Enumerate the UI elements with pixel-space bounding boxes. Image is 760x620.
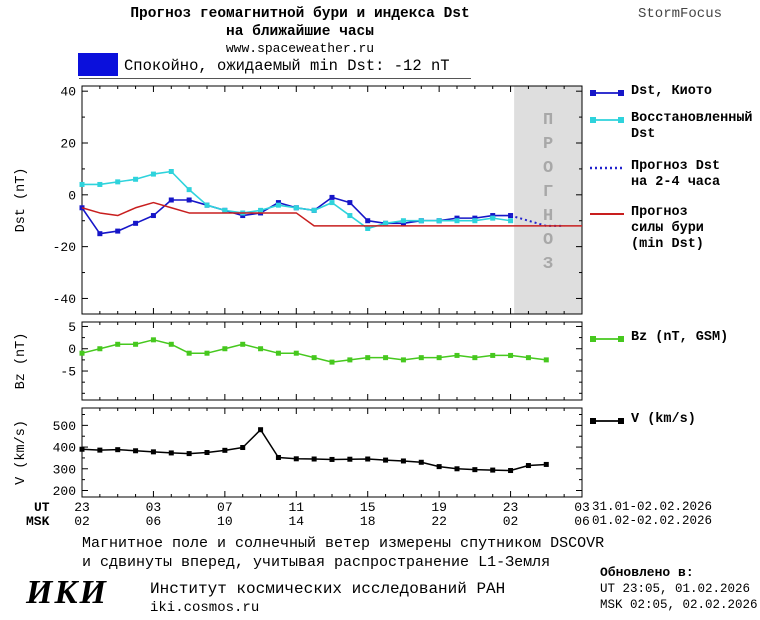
svg-text:0: 0: [68, 188, 76, 203]
bz-chart-panel: 5 0 -5 Bz (nT): [14, 320, 583, 401]
legend-item-v: V (km/s): [590, 412, 696, 428]
svg-text:20: 20: [60, 137, 76, 152]
legend-item-forecast-dst: Прогноз Dst на 2-4 часа: [590, 159, 720, 191]
institute-site-link[interactable]: iki.cosmos.ru: [150, 600, 260, 616]
svg-text:О: О: [543, 231, 553, 250]
data-source-note-line2: и сдвинуты вперед, учитывая распростране…: [82, 554, 551, 571]
x-tick-label: 07: [217, 500, 233, 515]
legend-label-restored-dst: Восстановленный Dst: [631, 111, 753, 143]
legend-storm-line2: силы бури: [631, 221, 704, 236]
x-tick-label: 06: [145, 514, 162, 529]
legend-label-v: V (km/s): [631, 412, 696, 427]
svg-text:-20: -20: [53, 240, 76, 255]
svg-text:V (km/s): V (km/s): [14, 420, 29, 485]
forecast-dst-dotted-line-sample-icon: [590, 166, 624, 170]
svg-text:5: 5: [68, 320, 76, 335]
x-tick-label: 03: [574, 500, 590, 515]
storm-status-color-box: [78, 53, 118, 76]
data-source-note-line1: Магнитное поле и солнечный ветер измерен…: [82, 535, 605, 552]
svg-text:500: 500: [53, 419, 76, 434]
legend-label-bz: Bz (nT, GSM): [631, 330, 729, 345]
msk-axis-label: MSK: [26, 514, 50, 529]
svg-text:0: 0: [68, 342, 76, 357]
x-tick-label: 02: [74, 514, 90, 529]
svg-text:300: 300: [53, 462, 76, 477]
legend-item-dst-kyoto: Dst, Киото: [590, 84, 712, 100]
legend-restored-line2: Dst: [631, 127, 656, 142]
svg-text:-40: -40: [53, 292, 76, 307]
legend-label-storm-forecast: Прогноз силы бури (min Dst): [631, 205, 704, 253]
updated-time-ut: UT 23:05, 01.02.2026: [600, 582, 751, 596]
x-tick-label: 02: [502, 514, 519, 529]
x-tick-label: 19: [431, 500, 447, 515]
v-chart-panel: 500 400 300 200 V (km/s): [14, 407, 583, 499]
page-title-line2: на ближайшие часы: [226, 24, 374, 40]
ut-tick-row: 23 03 07 11 15 19 23 03: [0, 500, 620, 515]
dst-kyoto-line-sample-icon: [590, 90, 624, 96]
status-divider: [79, 78, 471, 79]
legend-storm-line3: (min Dst): [631, 237, 704, 252]
legend-label-dst-kyoto: Dst, Киото: [631, 84, 713, 99]
svg-text:П: П: [543, 111, 553, 130]
storm-status-text: Спокойно, ожидаемый min Dst: -12 nT: [124, 57, 450, 75]
legend-restored-line1: Восстановленный: [631, 111, 753, 126]
legend-label-forecast-dst: Прогноз Dst на 2-4 часа: [631, 159, 720, 191]
ut-date-range: 31.01-02.02.2026: [592, 500, 713, 514]
x-tick-label: 15: [359, 500, 376, 515]
x-tick-label: 14: [288, 514, 305, 529]
x-tick-label: 23: [502, 500, 519, 515]
x-tick-label: 23: [74, 500, 90, 515]
svg-text:400: 400: [53, 441, 76, 456]
svg-text:200: 200: [53, 484, 76, 499]
svg-text:Г: Г: [543, 183, 553, 202]
updated-time-msk: MSK 02:05, 02.02.2026: [600, 598, 758, 612]
data-source-note: Магнитное поле и солнечный ветер измерен…: [82, 534, 604, 572]
institute-name: Институт космических исследований РАН: [150, 580, 506, 598]
x-tick-label: 10: [217, 514, 233, 529]
x-tick-label: 06: [574, 514, 590, 529]
legend-forecast-line2: на 2-4 часа: [631, 175, 721, 190]
x-tick-label: 11: [288, 500, 305, 515]
legend-forecast-line1: Прогноз Dst: [631, 159, 721, 174]
legend-item-storm-forecast: Прогноз силы бури (min Dst): [590, 205, 704, 253]
page-title-line1: Прогноз геомагнитной бури и индекса Dst: [130, 6, 470, 22]
brand-label: StormFocus: [637, 6, 722, 22]
svg-text:-5: -5: [60, 365, 76, 380]
iki-logo: ИКИ: [26, 574, 108, 611]
page-title: Прогноз геомагнитной бури и индекса Dst …: [0, 5, 600, 41]
msk-tick-row: 02 06 10 14 18 22 02 06: [0, 514, 620, 529]
svg-text:Р: Р: [543, 135, 553, 154]
legend-item-restored-dst: Восстановленный Dst: [590, 111, 753, 143]
x-tick-label: 18: [359, 514, 376, 529]
svg-text:О: О: [543, 159, 553, 178]
website-link[interactable]: www.spaceweather.ru: [225, 41, 375, 56]
restored-dst-line-sample-icon: [590, 117, 624, 123]
svg-text:З: З: [543, 255, 553, 274]
x-tick-label: 03: [145, 500, 162, 515]
updated-label: Обновлено в:: [600, 565, 694, 580]
storm-forecast-line-sample-icon: [590, 213, 624, 215]
x-tick-label: 22: [431, 514, 447, 529]
svg-text:Bz (nT): Bz (nT): [14, 333, 29, 390]
svg-text:40: 40: [60, 85, 76, 100]
svg-text:Н: Н: [543, 207, 553, 226]
v-line-sample-icon: [590, 418, 624, 424]
svg-text:Dst (nT): Dst (nT): [14, 168, 29, 233]
legend-storm-line1: Прогноз: [631, 205, 688, 220]
legend-item-bz: Bz (nT, GSM): [590, 330, 728, 346]
msk-date-range: 01.02-02.02.2026: [592, 514, 713, 528]
bz-line-sample-icon: [590, 336, 624, 342]
ut-axis-label: UT: [34, 500, 50, 515]
